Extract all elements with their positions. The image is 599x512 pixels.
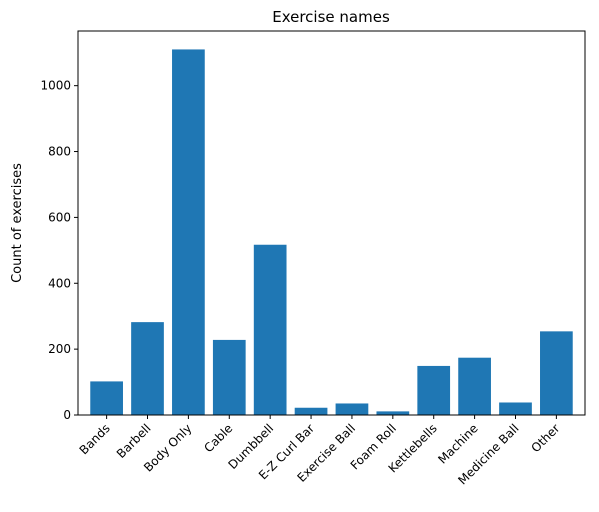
bar-other bbox=[540, 331, 573, 415]
plot-frame bbox=[77, 30, 586, 416]
bar-cable bbox=[212, 339, 246, 415]
bar-machine bbox=[458, 357, 491, 415]
bar-medicine-ball bbox=[499, 402, 532, 415]
bars-group bbox=[90, 49, 573, 415]
x-tick-label: Barbell bbox=[114, 421, 154, 461]
y-tick-label: 800 bbox=[48, 145, 71, 159]
y-tick-label: 1000 bbox=[40, 79, 71, 93]
bar-kettlebells bbox=[417, 365, 451, 415]
x-tick-label: Other bbox=[529, 421, 563, 455]
bar-barbell bbox=[131, 322, 164, 415]
bar-foam-roll bbox=[376, 411, 410, 415]
y-tick-label: 200 bbox=[48, 342, 71, 356]
bar-dumbbell bbox=[253, 244, 287, 415]
chart-title: Exercise names bbox=[272, 8, 390, 26]
y-tick-label: 0 bbox=[63, 408, 71, 422]
bar-exercise-ball bbox=[335, 403, 369, 415]
bar-body-only bbox=[172, 49, 205, 415]
bar-e-z-curl-bar bbox=[294, 407, 328, 415]
bar-bands bbox=[90, 381, 123, 415]
y-tick-label: 400 bbox=[48, 276, 71, 290]
y-tick-label: 600 bbox=[48, 210, 71, 224]
x-tick-label: Cable bbox=[201, 421, 235, 455]
y-axis: 0 200 400 600 800 1000 bbox=[40, 79, 78, 422]
x-tick-label: Bands bbox=[77, 421, 113, 457]
y-axis-label: Count of exercises bbox=[10, 163, 25, 283]
